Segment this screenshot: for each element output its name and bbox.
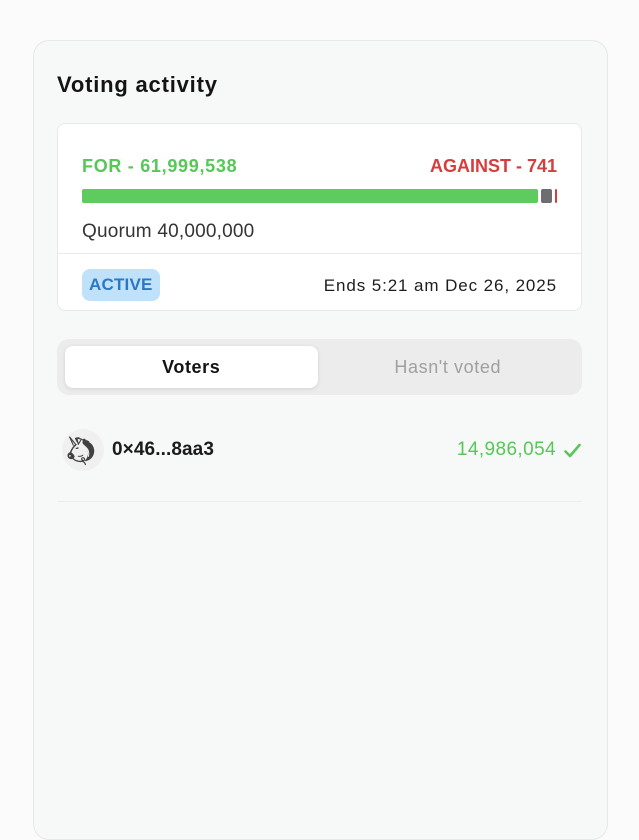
for-total-label: FOR - 61,999,538 bbox=[82, 156, 238, 176]
voter-row[interactable]: 0×46...8aa3 14,986,054 bbox=[57, 395, 582, 502]
vote-result-bar bbox=[82, 189, 557, 203]
tab-voters[interactable]: Voters bbox=[65, 346, 318, 388]
voter-avatar bbox=[62, 429, 104, 471]
vote-bar-segment-abstain bbox=[540, 189, 553, 203]
ends-date-label: Ends 5:21 am Dec 26, 2025 bbox=[323, 276, 557, 295]
status-badge: ACTIVE bbox=[82, 269, 160, 301]
tab-hasnt-voted[interactable]: Hasn't voted bbox=[394, 356, 502, 377]
quorum-label: Quorum 40,000,000 bbox=[82, 221, 255, 242]
voter-address[interactable]: 0×46...8aa3 bbox=[112, 439, 215, 460]
panel-title: Voting activity bbox=[57, 72, 218, 97]
vote-summary-box: FOR - 61,999,538 AGAINST - 741 Quorum 40… bbox=[57, 123, 582, 311]
voter-tabs: Voters Hasn't voted bbox=[57, 339, 582, 395]
status-row: ACTIVE Ends 5:21 am Dec 26, 2025 bbox=[58, 253, 581, 310]
voting-activity-card: Voting activity FOR - 61,999,538 AGAINST… bbox=[33, 40, 608, 840]
vote-bar-segment-against bbox=[555, 189, 557, 203]
against-total-label: AGAINST - 741 bbox=[429, 156, 557, 176]
vote-bar-segment-for bbox=[82, 189, 538, 203]
for-against-row: FOR - 61,999,538 AGAINST - 741 bbox=[82, 154, 557, 178]
voted-for-check-icon bbox=[564, 443, 581, 457]
vote-summary-top: FOR - 61,999,538 AGAINST - 741 Quorum 40… bbox=[58, 124, 581, 253]
unicorn-logo-icon bbox=[67, 436, 95, 466]
voter-vote-amount: 14,986,054 bbox=[456, 439, 556, 460]
